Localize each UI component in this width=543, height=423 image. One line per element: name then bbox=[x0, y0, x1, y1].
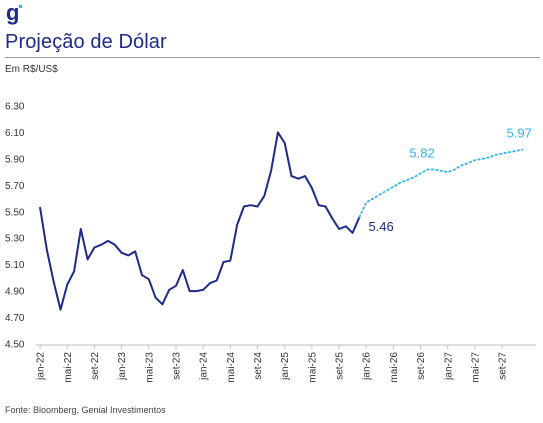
genial-logo: g bbox=[6, 2, 22, 25]
y-tick-label: 5.10 bbox=[5, 260, 25, 271]
title-divider bbox=[5, 57, 540, 58]
x-tick-label: jan-27 bbox=[443, 352, 454, 381]
x-tick-label: mai-22 bbox=[63, 352, 74, 383]
x-tick-label: jan-23 bbox=[117, 352, 128, 381]
x-tick-label: mai-23 bbox=[144, 352, 155, 383]
x-tick-label: mai-27 bbox=[470, 352, 481, 383]
forecast-series-line bbox=[358, 148, 524, 219]
data-label: 5.46 bbox=[368, 219, 393, 234]
x-tick-label: set-25 bbox=[335, 352, 346, 380]
y-tick-label: 4.50 bbox=[5, 340, 25, 351]
logo-letter: g bbox=[6, 2, 19, 25]
x-tick-label: jan-25 bbox=[280, 352, 291, 381]
x-tick-label: jan-22 bbox=[36, 352, 47, 381]
y-tick-label: 5.50 bbox=[5, 207, 25, 218]
x-tick-label: set-27 bbox=[498, 352, 509, 380]
x-tick-label: set-22 bbox=[90, 352, 101, 380]
series-layer bbox=[39, 131, 524, 311]
x-tick-label: mai-24 bbox=[226, 352, 237, 383]
x-tick-label: set-24 bbox=[253, 352, 264, 380]
data-label: 5.82 bbox=[409, 145, 434, 160]
chart-title: Projeção de Dólar bbox=[5, 31, 167, 53]
y-tick-label: 4.90 bbox=[5, 287, 25, 298]
y-axis: 6.30 6.10 5.90 5.70 5.50 5.30 5.10 4.90 4.70 4.50 bbox=[5, 102, 25, 351]
y-tick-label: 6.10 bbox=[5, 128, 25, 139]
source-note: Fonte: Bloomberg, Genial Investimentos bbox=[5, 405, 166, 415]
logo-accent bbox=[19, 5, 22, 8]
x-axis: jan-22 mai-22 set-22 jan-23 mai-23 set-23 jan-… bbox=[36, 344, 536, 383]
y-tick-label: 5.30 bbox=[5, 234, 25, 245]
y-tick-label: 5.90 bbox=[5, 154, 25, 165]
data-label: 5.97 bbox=[507, 126, 532, 141]
y-tick-label: 6.30 bbox=[5, 102, 25, 113]
x-tick-label: mai-26 bbox=[389, 352, 400, 383]
x-tick-label: set-26 bbox=[416, 352, 427, 380]
historical-series-line bbox=[39, 131, 361, 311]
y-tick-label: 5.70 bbox=[5, 181, 25, 192]
unit-label: Em R$/US$ bbox=[5, 64, 58, 75]
y-tick-label: 4.70 bbox=[5, 313, 25, 324]
x-tick-label: jan-24 bbox=[199, 352, 210, 381]
annotation-layer: 5.46 5.82 5.97 bbox=[368, 126, 531, 234]
x-tick-label: set-23 bbox=[171, 352, 182, 380]
x-tick-label: jan-26 bbox=[362, 352, 373, 381]
x-tick-label: mai-25 bbox=[307, 352, 318, 383]
